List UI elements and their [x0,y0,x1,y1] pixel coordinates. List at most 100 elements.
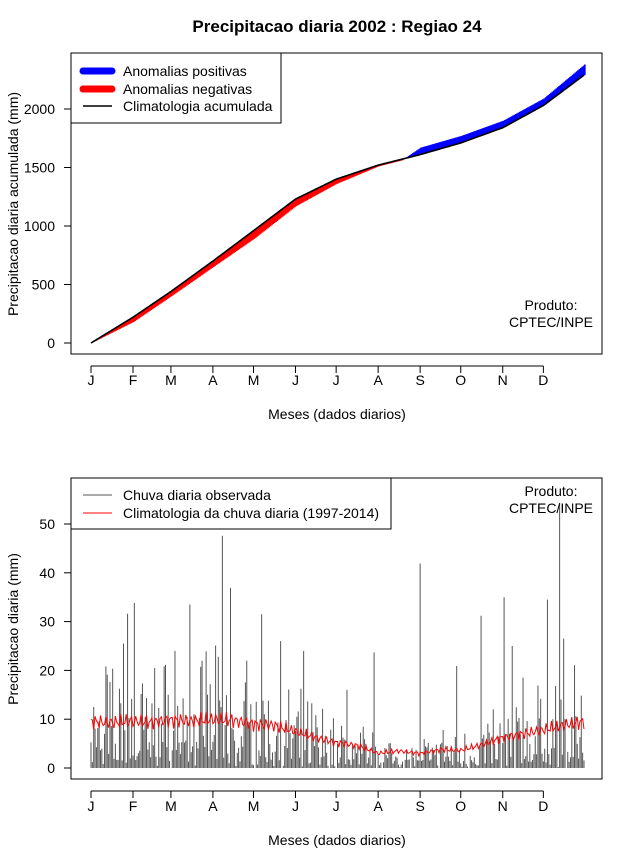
anomaly-segment [300,196,303,204]
anomaly-segment [242,238,245,247]
anomaly-segment [523,109,525,117]
anomaly-segment [105,333,108,336]
anomaly-segment [126,321,128,326]
anomaly-segment [202,268,204,275]
anomaly-segment [192,275,195,282]
anomaly-segment [449,139,452,147]
anomaly-segment [118,326,120,330]
legend: Chuva diaria observada Climatologia da c… [70,477,392,530]
anomaly-segment [410,154,413,157]
anomaly-segment [417,149,420,156]
anomaly-segment [500,121,502,129]
anomaly-segment [257,227,260,236]
anomaly-segment [330,181,333,187]
anomaly-segment [344,176,346,181]
anomaly-segment [104,334,107,337]
anomaly-segment [111,330,113,333]
anomaly-segment [351,174,353,178]
anomaly-segment [508,117,510,125]
anomaly-segment [203,267,206,274]
legend-label-positive: Anomalias positivas [123,63,247,79]
anomaly-segment [443,140,445,148]
anomaly-segment [222,254,225,261]
anomaly-segment [426,145,429,153]
anomaly-segment [261,224,264,233]
anomaly-segment [252,231,254,240]
anomaly-segment [279,211,281,219]
anomaly-segment [164,296,166,301]
y-tick-label: 50 [39,516,55,532]
plot-frame [70,52,603,355]
anomaly-segment [139,312,142,318]
anomaly-segment [364,169,367,172]
anomaly-segment [537,101,540,109]
anomaly-segment [448,139,451,147]
anomaly-segment [304,194,307,201]
anomaly-segment [326,183,329,190]
anomaly-segment [131,318,134,323]
anomaly-segment [306,193,308,201]
anomaly-segment [114,328,116,332]
anomaly-segment [359,171,361,175]
x-tick-label: J [333,372,340,388]
anomaly-segment [547,95,550,103]
anomaly-segment [315,189,318,195]
anomaly-segment [570,75,573,86]
anomaly-segment [548,93,551,102]
x-tick-label: N [498,798,508,814]
x-tick-label: A [373,798,383,814]
anomaly-segment [528,106,531,114]
anomaly-segment [337,178,340,184]
anomaly-segment [352,173,355,178]
anomaly-segment [416,150,418,156]
product-label: Produto: [525,297,578,313]
x-tick-label: F [129,798,138,814]
anomaly-segment [579,67,582,79]
x-axis-label: Meses (dados diarios) [268,406,406,422]
anomaly-segment [367,168,369,171]
anomaly-segment [551,91,554,100]
anomaly-segment [371,167,374,170]
anomaly-segment [216,258,219,265]
anomaly-segment [353,173,356,177]
anomaly-segment [281,209,284,217]
anomaly-segment [138,313,141,319]
anomaly-segment [439,142,441,150]
anomaly-segment [361,170,364,174]
anomaly-segment [141,311,143,317]
anomaly-segment [345,176,348,180]
y-axis: 0 500 1000 1500 2000 [24,101,71,351]
anomaly-segment [562,82,564,92]
anomaly-segment [234,244,237,252]
anomaly-segment [470,132,472,140]
anomaly-segment [188,278,191,284]
anomaly-segment [486,126,489,134]
anomaly-segment [124,322,127,327]
anomaly-segment [429,144,432,152]
anomaly-segment [517,112,520,120]
anomaly-segment [363,170,365,173]
anomaly-segment [101,336,104,338]
anomaly-segment [493,124,495,132]
anomaly-segment [271,217,273,226]
anomaly-segment [130,318,132,324]
anomaly-segment [313,190,315,197]
anomaly-segment [372,166,375,169]
anomaly-segment [520,111,522,119]
anomaly-segment [296,198,299,206]
anomaly-segment [535,102,537,110]
anomaly-segment [149,306,151,311]
x-tick-label: J [292,798,299,814]
anomaly-segment [452,138,455,146]
anomaly-segment [497,122,499,130]
anomaly-segment [468,132,471,140]
anomaly-segment [340,177,342,183]
anomaly-segment [489,125,491,133]
anomaly-segment [198,271,200,278]
anomaly-segment [411,153,414,157]
anomaly-segment [540,99,543,107]
legend-label-observed: Chuva diaria observada [123,487,271,503]
x-tick-label: M [165,798,177,814]
anomaly-segment [115,328,118,331]
